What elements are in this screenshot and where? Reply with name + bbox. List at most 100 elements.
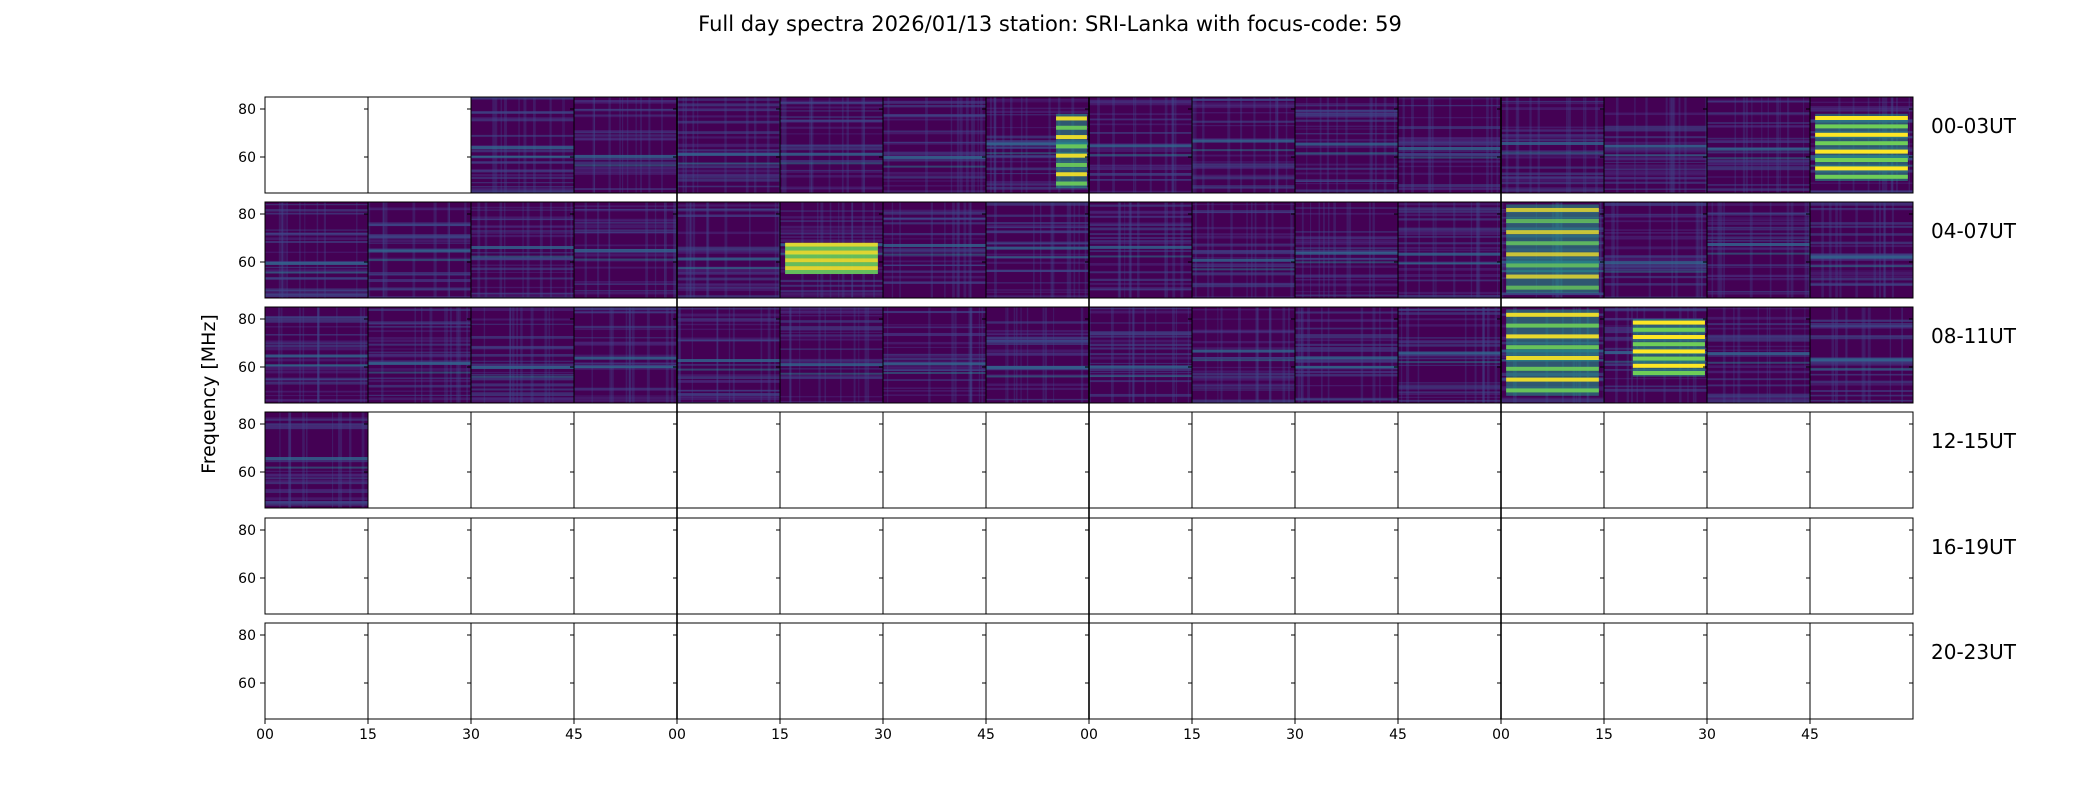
spectrum-stripe [471,371,574,374]
spectrum-stripe [1707,336,1810,340]
spectrum-stripe [574,367,677,370]
spectrum-texture [1131,307,1135,403]
spectrum-texture [760,307,763,403]
burst-line [1506,219,1599,224]
spectrum-band [986,246,1089,250]
spectrum-stripe [677,313,780,317]
spectrum-texture [1089,307,1091,403]
spectrum-stripe [780,375,883,378]
spectrum-texture [789,307,792,403]
spectrum-stripe [1398,172,1501,175]
spectrum-stripe [1192,138,1295,141]
spectrum-stripe [471,177,574,179]
spectrum-texture [1187,307,1190,403]
spectrum-stripe [265,269,368,271]
spectrum-panel [1089,307,1192,403]
spectrum-texture [1695,202,1699,298]
spectrum-stripe [1295,235,1398,238]
spectrum-stripe [1192,120,1295,123]
spectrum-background [1192,307,1295,403]
spectrum-texture [1505,97,1509,193]
spectrum-stripe [471,191,574,193]
spectrum-texture [824,307,827,403]
panel-frame [1809,622,1914,720]
spectrum-texture [504,97,507,193]
spectrum-stripe [780,296,883,298]
chart-axes: 80 60 00-03UT 80 60 04-07UT 80 60 08-11UT 80 60 12-… [238,97,2017,743]
spectrum-panel [780,202,883,298]
spectrum-texture [1117,202,1121,298]
spectrum-background [1295,307,1398,403]
spectrum-stripe [677,337,780,340]
x-tick-label: 45 [1801,727,1819,743]
burst-line [785,258,878,263]
spectrum-stripe [780,106,883,109]
spectrum-stripe [471,218,574,221]
spectrum-stripe [1089,335,1192,338]
spectrum-stripe [1501,134,1604,137]
spectrum-stripe [986,146,1089,149]
y-tick-label: 80 [238,628,256,644]
spectrum-stripe [265,260,368,263]
spectrum-stripe [574,134,677,136]
spectrum-texture [1165,202,1169,298]
spectrum-texture [1470,202,1473,298]
spectrum-stripe [1295,274,1398,278]
spectrum-stripe [265,292,368,295]
spectrum-stripe [677,380,780,383]
spectrum-band [574,366,677,369]
spectrum-stripe [1810,241,1913,245]
spectrum-texture [1268,307,1272,403]
spectrum-stripe [883,379,986,381]
spectrum-stripe [471,231,574,234]
spectrum-stripe [1295,172,1398,175]
spectrum-band [677,359,780,363]
spectrum-stripe [1192,176,1295,180]
spectrum-stripe [1192,104,1295,107]
spectrum-stripe [1501,100,1604,103]
spectrum-stripe [1707,349,1810,351]
spectrum-stripe [677,103,780,107]
spectrum-band [1604,144,1707,148]
spectrum-panel [883,202,986,298]
spectrum-texture [356,202,358,298]
spectrum-stripe [1604,317,1707,320]
spectrum-texture [1883,202,1887,298]
spectrum-stripe [1810,208,1913,210]
spectrum-stripe [471,186,574,188]
spectrum-texture [969,307,972,403]
spectrum-stripe [1501,397,1604,399]
spectrum-texture [1192,97,1195,193]
spectrum-stripe [1810,369,1913,371]
spectrum-stripe [1295,311,1398,314]
spectrum-texture [661,97,663,193]
burst-line [1056,153,1087,158]
spectrum-stripe [677,277,780,281]
x-tick-label: 45 [977,727,995,743]
spectrum-stripe [1089,118,1192,121]
spectrum-stripe [883,100,986,104]
spectrum-texture [959,97,963,193]
panel-frame [1191,517,1296,615]
spectrum-band [471,155,574,158]
spectrum-texture [1265,202,1268,298]
spectrum-texture [1078,202,1080,298]
spectrum-stripe [677,246,780,250]
spectrum-panel [883,307,986,403]
spectrum-stripe [883,104,986,108]
spectrum-stripe [1707,275,1810,278]
spectrum-stripe [1501,189,1604,192]
spectrum-stripe [471,252,574,254]
spectrum-stripe [1089,101,1192,104]
spectrum-stripe [677,269,780,273]
spectrum-stripe [1089,204,1192,207]
spectrum-texture [1290,202,1293,298]
spectrum-stripe [986,107,1089,110]
spectrum-band [574,248,677,252]
spectrum-stripe [780,147,883,151]
spectrum-stripe [368,308,471,312]
spectrum-stripe [883,190,986,193]
burst-line [1056,125,1087,130]
spectrum-texture [748,202,751,298]
spectrum-stripe [1398,229,1501,232]
